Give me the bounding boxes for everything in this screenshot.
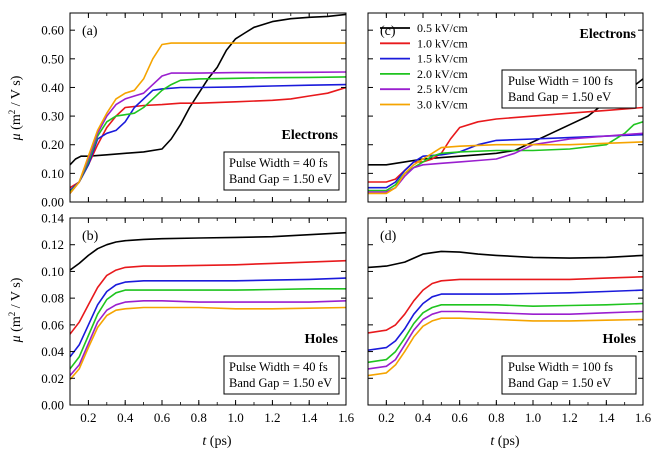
info-box: [501, 69, 637, 109]
series-line-3-0-kV-cm: [70, 42, 346, 194]
x-tick-label: 0.4: [415, 410, 432, 425]
legend-label: 1.5 kV/cm: [417, 52, 468, 66]
x-tick-label: 0.6: [452, 410, 469, 425]
x-tick-label: 1.6: [338, 410, 355, 425]
info-box-line: Pulse Width = 100 fs: [508, 360, 613, 374]
y-tick-label: 0.14: [41, 211, 64, 226]
legend-label: 3.0 kV/cm: [417, 98, 468, 112]
info-box-line: Band Gap = 1.50 eV: [508, 376, 611, 390]
legend-label: 2.5 kV/cm: [417, 82, 468, 96]
info-box: [223, 355, 340, 395]
x-tick-label: 0.4: [117, 410, 134, 425]
series-line-1-5-kV-cm: [368, 289, 643, 351]
info-box-line: Pulse Width = 40 fs: [229, 360, 328, 374]
y-tick-label: 0.10: [41, 264, 64, 279]
y-tick-label: 0.04: [41, 344, 64, 359]
x-axis-label-right: t (ps): [490, 434, 520, 449]
y-tick-label: 0.60: [41, 23, 64, 38]
panel-label: (b): [82, 229, 99, 244]
info-box: [223, 151, 340, 191]
x-tick-label: 0.6: [154, 410, 171, 425]
panel-a-electrons-40fs: 0.00 0.10 0.20 0.30 0.40 0.50 0.60 (a) Electrons…: [41, 12, 347, 210]
series-line-2-0-kV-cm: [70, 76, 346, 193]
panel-label: (c): [380, 24, 396, 39]
panel-label: (a): [82, 24, 98, 39]
series-line-1-0-kV-cm: [70, 259, 346, 335]
panel-title: Holes: [603, 332, 637, 347]
series-line-1-0-kV-cm: [70, 86, 346, 189]
plot-frame: [69, 217, 347, 406]
y-tick-label: 0.10: [41, 166, 64, 181]
series-line-0-5-kV-cm: [368, 250, 643, 269]
series-line-0-5-kV-cm: [70, 231, 346, 271]
panel-title: Electrons: [579, 27, 636, 42]
x-tick-label: 1.4: [301, 410, 318, 425]
series-line-2-0-kV-cm: [70, 287, 346, 370]
y-tick-label: 0.08: [41, 291, 64, 306]
info-box: [501, 355, 637, 395]
plot-frame: [367, 12, 644, 203]
x-tick-label: 1.0: [525, 410, 541, 425]
plot-frame: [69, 12, 347, 203]
legend: 0.5 kV/cm1.0 kV/cm 1.5 kV/cm2.0 kV/cm2.5 …: [380, 21, 468, 112]
panel-c-electrons-100fs: (c) Electrons Pulse Width = 100 fs Band Gap…: [367, 12, 644, 203]
legend-label: 0.5 kV/cm: [417, 21, 468, 35]
series-line-0-5-kV-cm: [70, 13, 346, 166]
series-line-0-5-kV-cm: [368, 78, 643, 166]
series-line-2-5-kV-cm: [368, 310, 643, 370]
x-tick-label: 1.6: [635, 410, 652, 425]
series-group: [368, 250, 643, 377]
info-box-line: Band Gap = 1.50 eV: [508, 90, 611, 104]
series-group: [70, 231, 346, 381]
y-axis-label-bottom: μ (m2 / V s): [7, 277, 24, 343]
y-tick-label: 0.00: [41, 398, 64, 413]
series-line-2-0-kV-cm: [368, 302, 643, 364]
y-tick-label: 0.02: [41, 371, 64, 386]
x-tick-label: 0.2: [378, 410, 394, 425]
legend-label: 1.0 kV/cm: [417, 36, 468, 50]
series-group: [368, 78, 643, 195]
info-box-line: Pulse Width = 100 fs: [508, 74, 613, 88]
series-line-2-5-kV-cm: [70, 299, 346, 377]
y-tick-label: 0.40: [41, 80, 64, 95]
y-tick-label: 0.50: [41, 51, 64, 66]
series-line-1-0-kV-cm: [368, 276, 643, 334]
y-tick-label: 0.30: [41, 109, 64, 124]
legend-label: 2.0 kV/cm: [417, 67, 468, 81]
panel-title: Holes: [305, 332, 339, 347]
panel-label: (d): [380, 229, 397, 244]
x-tick-label: 1.2: [264, 410, 280, 425]
panel-title: Electrons: [281, 128, 338, 143]
x-tick-label: 1.2: [562, 410, 578, 425]
series-line-1-0-kV-cm: [368, 106, 643, 183]
series-line-1-5-kV-cm: [70, 83, 346, 192]
panel-b-holes-40fs: 0.2 0.4 0.6 0.8 1.0 1.2 1.4 1.6 0.00 0.02 0.04 0.06…: [41, 211, 354, 426]
plot-frame: [367, 217, 644, 406]
series-group: [70, 13, 346, 194]
y-axis-label-top: μ (m2 / V s): [7, 75, 24, 141]
panel-d-holes-100fs: 0.2 0.4 0.6 0.8 1.0 1.2 1.4 1.6 (d) Holes Pulse Wi…: [367, 217, 652, 425]
y-tick-label: 0.12: [41, 237, 64, 252]
x-tick-label: 1.4: [598, 410, 615, 425]
y-tick-label: 0.00: [41, 195, 64, 210]
x-tick-label: 0.8: [488, 410, 504, 425]
y-tick-label: 0.06: [41, 317, 64, 332]
info-box-line: Pulse Width = 40 fs: [229, 156, 328, 170]
x-tick-label: 0.2: [80, 410, 96, 425]
x-tick-label: 0.8: [191, 410, 207, 425]
series-line-1-5-kV-cm: [70, 277, 346, 358]
y-tick-label: 0.20: [41, 137, 64, 152]
x-tick-label: 1.0: [227, 410, 243, 425]
series-line-3-0-kV-cm: [70, 306, 346, 381]
info-box-line: Band Gap = 1.50 eV: [229, 172, 332, 186]
x-axis-label-left: t (ps): [202, 434, 232, 449]
series-line-3-0-kV-cm: [368, 141, 643, 195]
series-line-2-5-kV-cm: [70, 71, 346, 194]
info-box-line: Band Gap = 1.50 eV: [229, 376, 332, 390]
series-line-2-5-kV-cm: [368, 132, 643, 193]
series-line-3-0-kV-cm: [368, 317, 643, 377]
